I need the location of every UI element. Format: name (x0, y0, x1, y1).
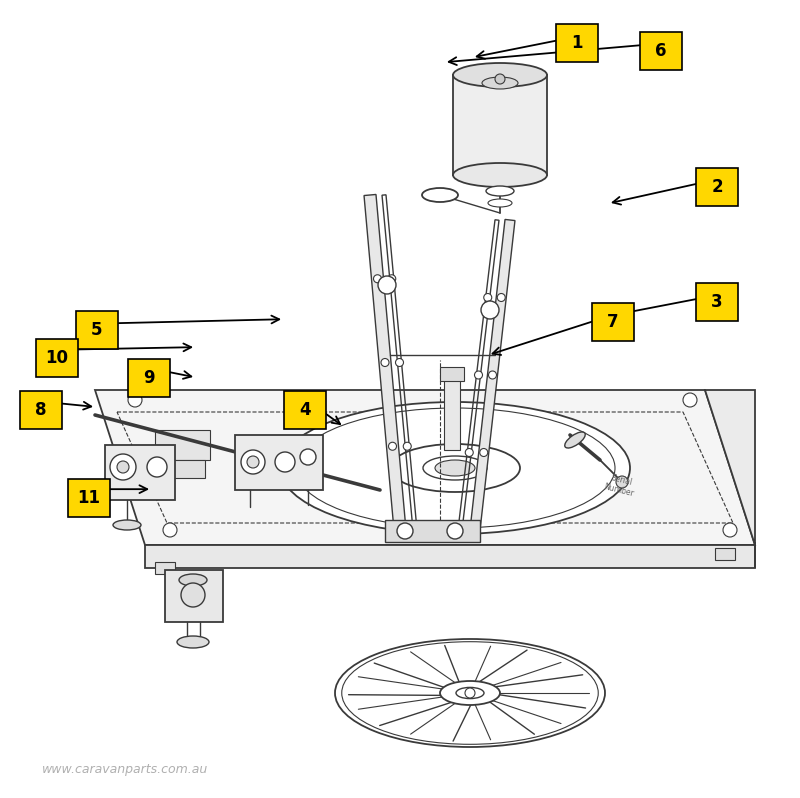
Text: 2: 2 (711, 178, 723, 196)
FancyBboxPatch shape (696, 168, 738, 206)
Circle shape (389, 442, 397, 450)
Polygon shape (95, 390, 755, 545)
Ellipse shape (488, 199, 512, 207)
Circle shape (128, 393, 142, 407)
Circle shape (498, 294, 506, 302)
Text: 10: 10 (46, 350, 69, 367)
Ellipse shape (177, 636, 209, 648)
Circle shape (395, 358, 403, 366)
FancyBboxPatch shape (640, 32, 682, 70)
Ellipse shape (456, 687, 484, 698)
Circle shape (241, 450, 265, 474)
FancyBboxPatch shape (284, 391, 326, 429)
FancyBboxPatch shape (715, 548, 735, 560)
Ellipse shape (113, 520, 141, 530)
Circle shape (465, 688, 475, 698)
FancyBboxPatch shape (444, 375, 460, 450)
Circle shape (484, 294, 492, 302)
Circle shape (403, 442, 411, 450)
Circle shape (163, 523, 177, 537)
Circle shape (474, 371, 482, 379)
Circle shape (181, 583, 205, 607)
Ellipse shape (280, 402, 630, 534)
Circle shape (110, 454, 136, 480)
Ellipse shape (440, 681, 500, 705)
FancyBboxPatch shape (440, 367, 464, 381)
Circle shape (683, 393, 697, 407)
FancyBboxPatch shape (160, 460, 205, 478)
Circle shape (447, 523, 463, 539)
Ellipse shape (423, 456, 487, 480)
FancyBboxPatch shape (165, 570, 223, 622)
FancyBboxPatch shape (128, 359, 170, 397)
Polygon shape (145, 545, 755, 568)
Text: www.caravanparts.com.au: www.caravanparts.com.au (42, 764, 208, 776)
FancyBboxPatch shape (235, 435, 323, 490)
FancyBboxPatch shape (155, 430, 210, 460)
Ellipse shape (453, 163, 547, 187)
Ellipse shape (486, 186, 514, 196)
FancyBboxPatch shape (68, 479, 110, 517)
Ellipse shape (453, 63, 547, 87)
FancyBboxPatch shape (155, 562, 175, 574)
Circle shape (495, 74, 505, 84)
Circle shape (381, 358, 389, 366)
Text: 6: 6 (655, 42, 666, 60)
FancyBboxPatch shape (453, 75, 547, 175)
Ellipse shape (422, 188, 458, 202)
Circle shape (466, 448, 474, 456)
Circle shape (378, 276, 396, 294)
Circle shape (147, 457, 167, 477)
Ellipse shape (435, 460, 475, 476)
Circle shape (117, 461, 129, 473)
Text: 8: 8 (35, 401, 46, 419)
FancyBboxPatch shape (592, 303, 634, 342)
Text: 4: 4 (299, 401, 311, 419)
FancyBboxPatch shape (36, 339, 78, 377)
FancyBboxPatch shape (20, 391, 62, 429)
Circle shape (374, 275, 382, 282)
FancyBboxPatch shape (385, 520, 480, 542)
Circle shape (275, 452, 295, 472)
Circle shape (247, 456, 259, 468)
Polygon shape (705, 390, 755, 568)
FancyBboxPatch shape (105, 445, 175, 500)
Ellipse shape (179, 574, 207, 586)
Ellipse shape (335, 639, 605, 747)
Text: 11: 11 (78, 489, 101, 507)
FancyBboxPatch shape (696, 283, 738, 322)
Circle shape (489, 371, 497, 379)
Circle shape (480, 448, 488, 456)
Circle shape (481, 301, 499, 319)
Ellipse shape (482, 77, 518, 89)
Ellipse shape (390, 444, 520, 492)
Text: 9: 9 (143, 369, 155, 387)
Text: 1: 1 (571, 34, 582, 52)
Text: 7: 7 (607, 314, 619, 331)
Circle shape (300, 449, 316, 465)
Circle shape (388, 275, 396, 282)
Text: Serial
Number: Serial Number (602, 472, 638, 498)
Text: 5: 5 (91, 322, 102, 339)
Ellipse shape (565, 432, 586, 448)
FancyBboxPatch shape (556, 24, 598, 62)
FancyBboxPatch shape (76, 311, 118, 350)
Circle shape (723, 523, 737, 537)
Polygon shape (470, 219, 515, 531)
Text: 3: 3 (711, 294, 723, 311)
Circle shape (616, 476, 628, 488)
Circle shape (397, 523, 413, 539)
Polygon shape (364, 195, 406, 531)
